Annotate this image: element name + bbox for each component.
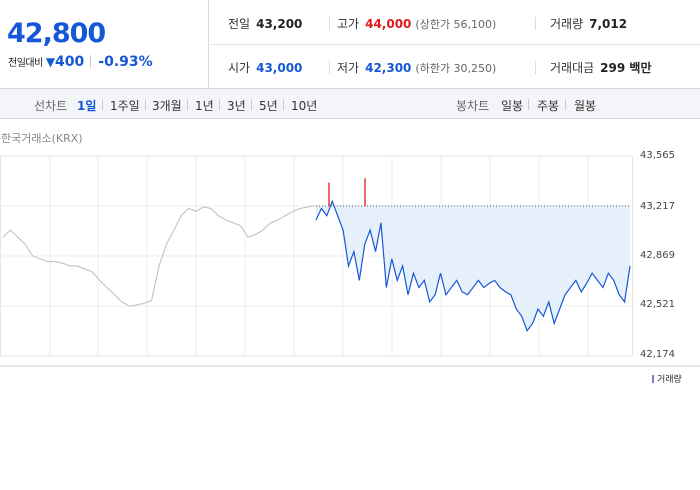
chart-tabs: 선차트 1일 1주일 3개월 1년 3년 5년 10년 봉차트 일봉 주봉 월봉 xyxy=(0,89,700,119)
stat-low: 저가 42,300 (하한가 30,250) xyxy=(337,59,496,76)
stat-label: 저가 xyxy=(337,61,360,75)
tab-1w[interactable]: 1주일 xyxy=(110,99,140,113)
stat-label: 전일 xyxy=(228,17,251,31)
quote-summary: 42,800 전일대비 ▼400 -0.93% 전일 43,200 고가 44,000(… xyxy=(0,0,700,89)
stat-open: 시가 43,000 xyxy=(228,59,302,76)
y-tick-label: 43,217 xyxy=(640,201,675,212)
tab-monthly-candle[interactable]: 월봉 xyxy=(574,99,597,113)
stat-label: 고가 xyxy=(337,17,360,31)
tab-daily-candle[interactable]: 일봉 xyxy=(501,99,524,113)
change-label: 전일대비 xyxy=(8,58,43,69)
stat-prev-close: 전일 43,200 xyxy=(228,15,302,32)
stat-value: 43,200 xyxy=(256,17,303,31)
divider xyxy=(535,17,536,30)
y-tick-label: 42,869 xyxy=(640,250,675,261)
tab-weekly-candle[interactable]: 주봉 xyxy=(537,99,560,113)
divider xyxy=(535,61,536,74)
today-price-line xyxy=(315,199,631,332)
stat-label: 거래대금 xyxy=(550,61,595,75)
y-tick-label: 42,174 xyxy=(640,349,675,360)
stat-volume: 거래량 7,012 xyxy=(550,15,627,32)
divider xyxy=(145,99,146,110)
stat-value: 42,300 xyxy=(365,61,412,75)
line-chart-label: 선차트 xyxy=(34,99,68,113)
stat-value: 7,012 xyxy=(589,17,628,31)
tab-1y[interactable]: 1년 xyxy=(195,99,214,113)
stat-label: 시가 xyxy=(228,61,251,75)
price-change: 전일대비 ▼400 -0.93% xyxy=(8,54,153,70)
stat-value: 299 백만 xyxy=(600,61,652,75)
divider xyxy=(187,99,188,110)
upper-limit: (상한가 56,100) xyxy=(415,18,497,31)
price-box: 42,800 전일대비 ▼400 -0.93% xyxy=(0,0,209,89)
divider xyxy=(565,99,566,110)
lower-limit: (하한가 30,250) xyxy=(415,62,497,75)
tab-5y[interactable]: 5년 xyxy=(259,99,278,113)
current-price: 42,800 xyxy=(7,18,106,49)
stat-value: 43,000 xyxy=(256,61,303,75)
tab-3y[interactable]: 3년 xyxy=(227,99,246,113)
previous-day-line xyxy=(2,205,316,307)
stat-trade-value: 거래대금 299 백만 xyxy=(550,59,651,76)
stat-label: 거래량 xyxy=(550,17,584,31)
intraday-price-chart xyxy=(0,155,700,367)
divider xyxy=(251,99,252,110)
divider xyxy=(90,55,92,68)
candle-chart-label: 봉차트 xyxy=(456,99,490,113)
stat-value: 44,000 xyxy=(365,17,412,31)
tab-1d[interactable]: 1일 xyxy=(77,99,97,113)
divider xyxy=(528,99,529,110)
tab-10y[interactable]: 10년 xyxy=(291,99,318,113)
change-rate: -0.93% xyxy=(98,54,153,70)
row-divider xyxy=(210,44,700,45)
volume-legend: 거래량 xyxy=(652,372,682,385)
price-area-fill xyxy=(316,201,630,331)
change-amount: 400 xyxy=(55,54,85,70)
divider xyxy=(219,99,220,110)
down-triangle-icon: ▼ xyxy=(45,55,56,69)
divider xyxy=(283,99,284,110)
divider xyxy=(329,17,330,30)
divider xyxy=(329,61,330,74)
stat-high: 고가 44,000 (상한가 56,100) xyxy=(337,15,496,32)
tab-3m[interactable]: 3개월 xyxy=(152,99,182,113)
y-tick-label: 42,521 xyxy=(640,299,675,310)
y-tick-label: 43,565 xyxy=(640,150,675,161)
divider xyxy=(102,99,103,110)
data-source-label: 한국거래소(KRX) xyxy=(1,132,83,145)
